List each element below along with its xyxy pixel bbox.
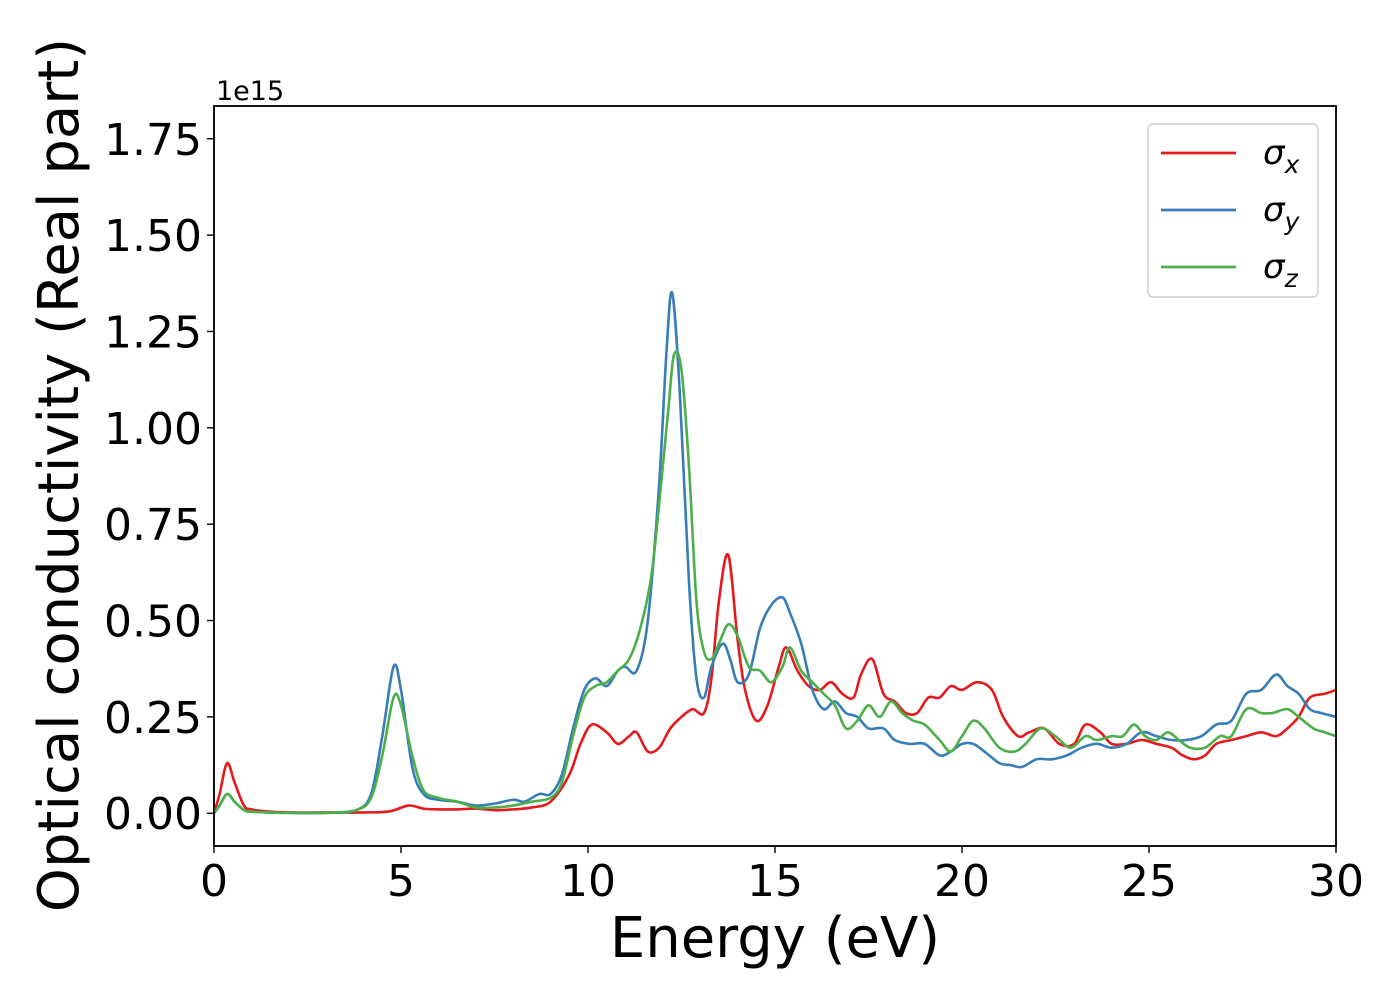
- y-tick-label: 1.75: [104, 115, 202, 166]
- x-tick-label: 30: [1308, 856, 1364, 907]
- y-tick-label: 0.25: [104, 693, 202, 744]
- y-axis-offset-label: 1e15: [216, 76, 284, 107]
- x-axis: 0 5 10 15 20 25 30: [200, 846, 1364, 907]
- legend-entries: σx σy σz: [1161, 133, 1301, 293]
- legend: σx σy σz: [1147, 123, 1319, 298]
- y-tick-label: 0.75: [104, 500, 202, 551]
- series-line-z: [214, 350, 1336, 815]
- y-axis-title: Optical conductivity (Real part): [27, 38, 92, 912]
- y-tick-label: 1.25: [104, 307, 202, 358]
- x-tick-label: 20: [934, 856, 990, 907]
- series-line-y: [214, 290, 1336, 815]
- series-group: [214, 290, 1336, 815]
- x-tick-label: 15: [747, 856, 803, 907]
- x-tick-label: 25: [1121, 856, 1177, 907]
- x-tick-label: 10: [560, 856, 616, 907]
- y-tick-label: 1.50: [104, 211, 202, 262]
- y-tick-label: 0.00: [104, 789, 202, 840]
- legend-label-y: σy: [1263, 190, 1301, 236]
- y-tick-label: 1.00: [104, 404, 202, 455]
- x-tick-label: 0: [200, 856, 228, 907]
- y-axis: 0.00 0.25 0.50 0.75 1.00 1.25 1.50 1.75: [104, 115, 214, 840]
- legend-label-z: σz: [1263, 247, 1299, 293]
- x-tick-label: 5: [387, 856, 415, 907]
- y-tick-label: 0.50: [104, 597, 202, 648]
- x-axis-title: Energy (eV): [610, 906, 940, 971]
- series-line-x: [214, 553, 1336, 815]
- legend-label-x: σx: [1263, 133, 1300, 179]
